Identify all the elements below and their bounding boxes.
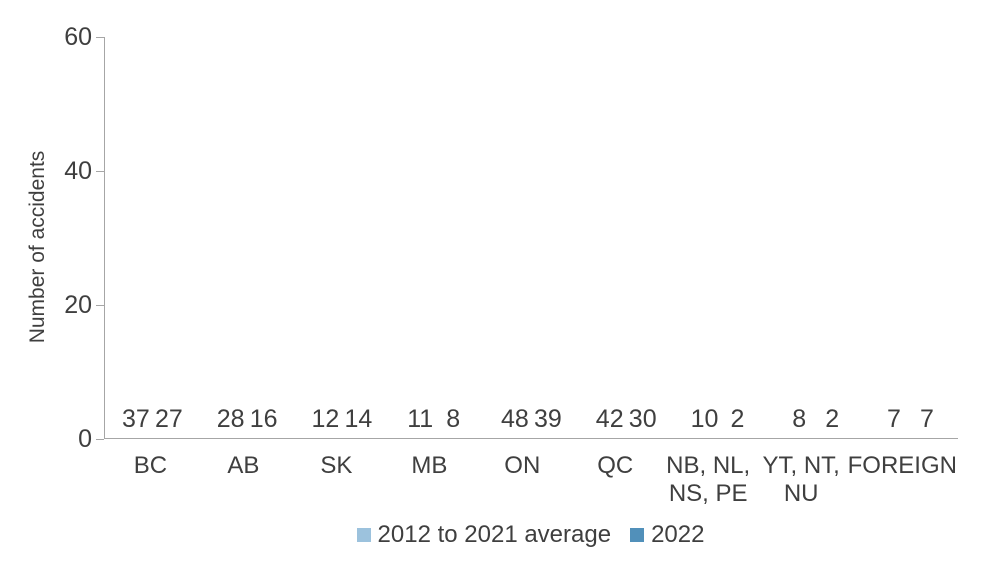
bar-value-2022-sk: 14 xyxy=(344,405,373,433)
bar-value-2022-mb: 8 xyxy=(446,405,461,433)
bar-group-ab: 28 16 xyxy=(214,405,280,438)
bar-col-2022-on: 39 xyxy=(531,405,564,438)
bar-value-avg-nb-nl-ns-pe: 10 xyxy=(690,405,719,433)
bar-group-nb-nl-ns-pe: 10 2 xyxy=(688,405,754,438)
legend-swatch-2022-icon xyxy=(630,528,645,542)
bar-value-avg-on: 48 xyxy=(501,405,529,433)
bar-col-avg-foreign: 7 xyxy=(878,405,911,438)
bar-col-avg-nb-nl-ns-pe: 10 xyxy=(688,405,721,438)
legend-label-2022: 2022 xyxy=(651,521,705,548)
legend-swatch-average-icon xyxy=(356,528,371,542)
x-label-qc: QC xyxy=(597,452,634,479)
bar-col-2022-nb-nl-ns-pe: 2 xyxy=(721,405,754,438)
legend-label-average: 2012 to 2021 average xyxy=(377,521,612,548)
bar-value-avg-qc: 42 xyxy=(595,405,624,433)
bar-value-2022-bc: 27 xyxy=(154,405,183,433)
x-axis-labels: BC AB SK MB ON QC NB, NL, NS, PE YT, NT, NU FORE… xyxy=(104,452,957,508)
y-tick-mark-0 xyxy=(96,438,104,440)
bar-value-avg-sk: 12 xyxy=(311,405,340,433)
bar-col-2022-bc: 27 xyxy=(152,405,185,438)
bar-col-2022-qc: 30 xyxy=(626,405,659,438)
bar-value-avg-bc: 37 xyxy=(121,405,150,433)
bar-value-avg-yt-nt-nu: 8 xyxy=(792,405,807,433)
legend-item-average: 2012 to 2021 average xyxy=(356,521,612,549)
bar-col-avg-on: 48 xyxy=(498,405,531,438)
bar-col-2022-ab: 16 xyxy=(247,405,280,438)
legend: 2012 to 2021 average 2022 xyxy=(104,521,957,549)
x-label-foreign: FOREIGN xyxy=(847,452,957,479)
y-tick-mark-20 xyxy=(96,304,104,306)
bar-group-on: 48 39 xyxy=(498,405,564,438)
y-tick-mark-60 xyxy=(96,36,104,38)
x-label-mb: MB xyxy=(411,452,448,479)
bar-group-qc: 42 30 xyxy=(593,405,659,438)
bar-value-2022-nb-nl-ns-pe: 2 xyxy=(730,405,745,433)
x-label-on: ON xyxy=(504,452,541,479)
bar-col-avg-qc: 42 xyxy=(593,405,626,438)
bar-value-avg-ab: 28 xyxy=(216,405,245,433)
bar-value-2022-qc: 30 xyxy=(628,405,657,433)
bar-value-avg-mb: 11 xyxy=(407,405,434,433)
bar-col-2022-yt-nt-nu: 2 xyxy=(816,405,849,438)
bar-col-avg-mb: 11 xyxy=(404,405,437,438)
x-label-nb-nl-ns-pe: NB, NL, NS, PE xyxy=(666,452,751,507)
bar-value-2022-ab: 16 xyxy=(249,405,278,433)
bar-col-avg-sk: 12 xyxy=(309,405,342,438)
y-tick-label-40: 40 xyxy=(64,157,92,185)
y-tick-label-60: 60 xyxy=(64,23,92,51)
x-label-bc: BC xyxy=(133,452,168,479)
bar-group-bc: 37 27 xyxy=(119,405,185,438)
bar-value-avg-foreign: 7 xyxy=(887,405,901,433)
plot-area: 37 27 28 16 12 14 11 8 48 39 42 30 10 2 8 2 7 7 xyxy=(104,37,958,439)
y-tick-mark-40 xyxy=(96,170,104,172)
x-label-sk: SK xyxy=(320,452,353,479)
bar-value-2022-on: 39 xyxy=(534,405,562,433)
bar-col-avg-yt-nt-nu: 8 xyxy=(783,405,816,438)
bar-col-avg-ab: 28 xyxy=(214,405,247,438)
y-tick-label-0: 0 xyxy=(78,425,92,453)
bar-group-sk: 12 14 xyxy=(309,405,375,438)
bar-col-avg-bc: 37 xyxy=(119,405,152,438)
bars-container: 37 27 28 16 12 14 11 8 48 39 42 30 10 2 8 2 7 7 xyxy=(105,37,958,438)
bar-col-2022-mb: 8 xyxy=(437,405,470,438)
y-tick-label-20: 20 xyxy=(64,291,92,319)
legend-item-2022: 2022 xyxy=(630,521,704,549)
x-label-yt-nt-nu: YT, NT, NU xyxy=(762,452,840,507)
bar-value-2022-yt-nt-nu: 2 xyxy=(825,405,840,433)
bar-value-2022-foreign: 7 xyxy=(920,405,934,433)
x-label-ab: AB xyxy=(227,452,260,479)
bar-col-2022-sk: 14 xyxy=(342,405,375,438)
bar-group-mb: 11 8 xyxy=(404,405,470,438)
bar-col-2022-foreign: 7 xyxy=(911,405,944,438)
